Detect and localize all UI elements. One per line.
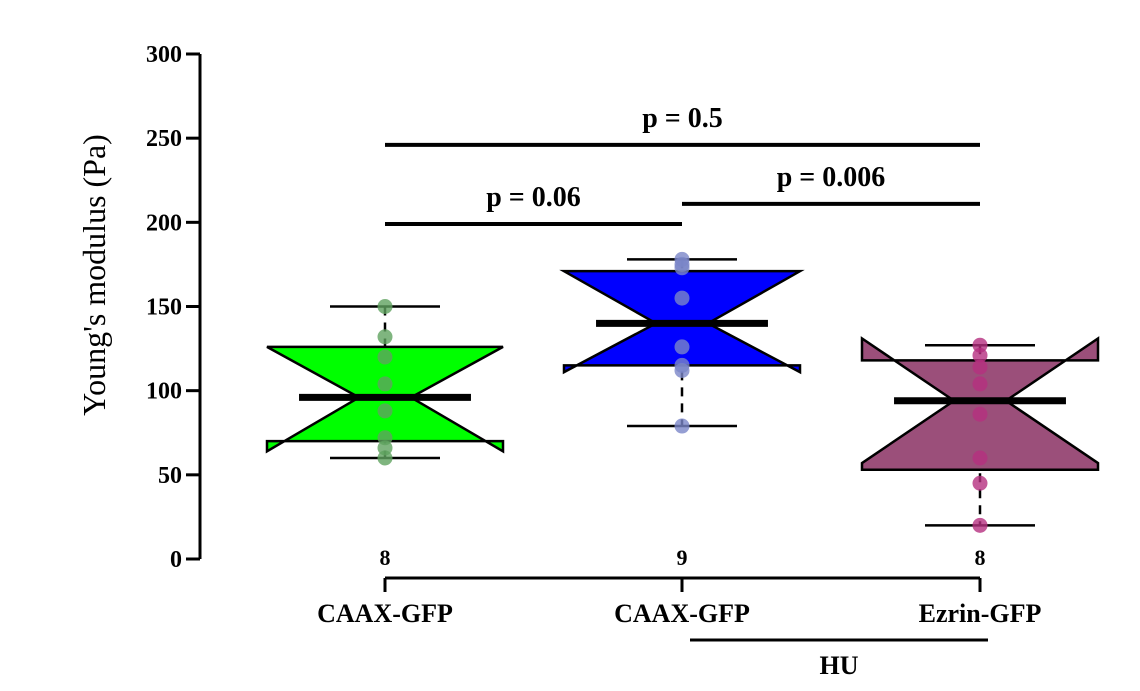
p-value-label: p = 0.006 <box>777 162 886 193</box>
y-axis-title: Young's modulus (Pa) <box>76 134 112 416</box>
data-point <box>377 349 393 365</box>
y-tick-label: 100 <box>146 379 182 405</box>
y-tick-label: 150 <box>146 295 182 321</box>
data-point <box>972 450 988 466</box>
data-point <box>972 347 988 363</box>
y-tick-label: 200 <box>146 210 182 236</box>
y-tick-label: 0 <box>170 547 182 573</box>
group-label: HU <box>820 651 859 680</box>
data-point <box>377 450 393 466</box>
data-point <box>972 517 988 533</box>
category-label: Ezrin-GFP <box>919 599 1042 628</box>
comparison-bars: p = 0.06 p = 0.006 p = 0.5 <box>385 103 980 227</box>
data-point <box>377 376 393 392</box>
boxes: 8 9 8 <box>265 251 1100 570</box>
n-label: 8 <box>975 545 986 570</box>
category-label: CAAX-GFP <box>317 599 453 628</box>
n-label: 9 <box>677 545 688 570</box>
category-label: CAAX-GFP <box>614 599 750 628</box>
box-3: 8 <box>860 336 1100 570</box>
box-2: 9 <box>559 251 805 570</box>
y-axis: 0 50 100 150 200 250 300 <box>146 42 202 573</box>
data-point <box>674 418 690 434</box>
comparison-2: p = 0.006 <box>682 162 980 206</box>
n-label: 8 <box>380 545 391 570</box>
data-point <box>674 339 690 355</box>
y-tick-label: 50 <box>158 463 182 489</box>
category-axis: CAAX-GFP CAAX-GFP Ezrin-GFP HU <box>317 576 1042 680</box>
p-value-label: p = 0.5 <box>642 103 723 134</box>
y-tick-label: 300 <box>146 42 182 68</box>
data-point <box>377 403 393 419</box>
box-1: 8 <box>265 299 505 570</box>
y-tick-label: 250 <box>146 126 182 152</box>
data-point <box>674 260 690 276</box>
data-point <box>674 362 690 378</box>
data-point <box>972 406 988 422</box>
p-value-label: p = 0.06 <box>486 182 581 213</box>
data-point <box>972 359 988 375</box>
comparison-3: p = 0.5 <box>385 103 980 147</box>
data-point <box>972 475 988 491</box>
data-point <box>674 290 690 306</box>
data-point <box>377 329 393 345</box>
comparison-1: p = 0.06 <box>385 182 682 227</box>
data-point <box>377 299 393 314</box>
data-point <box>972 376 988 392</box>
